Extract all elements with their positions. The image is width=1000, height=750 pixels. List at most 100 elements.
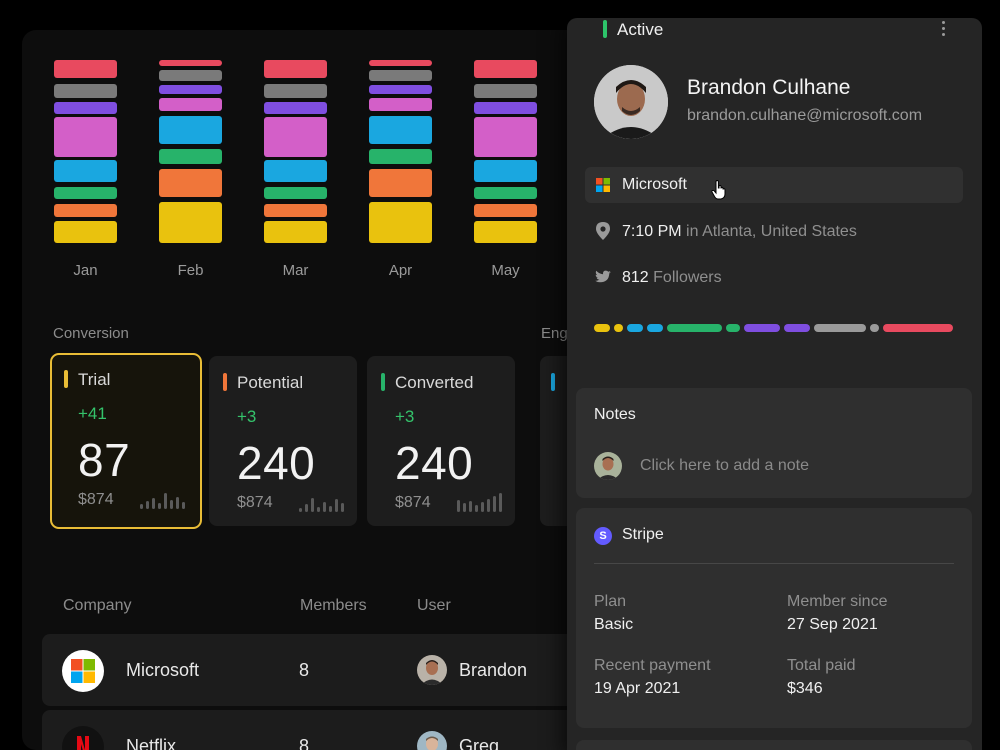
user-avatar — [417, 655, 447, 685]
month-segment — [54, 117, 117, 157]
status-indicator — [603, 20, 607, 38]
card-value: 87 — [78, 434, 131, 486]
company-chip-label: Microsoft — [622, 176, 687, 193]
note-author-avatar — [594, 452, 622, 480]
month-label: May — [491, 262, 520, 279]
company-name: Netflix — [126, 736, 177, 750]
month-segment — [369, 149, 432, 164]
card-value: 240 — [237, 437, 316, 489]
total-paid-value: $346 — [787, 680, 823, 697]
month-segment — [159, 70, 222, 81]
member-since-value: 27 Sep 2021 — [787, 616, 878, 633]
notes-title: Notes — [594, 406, 636, 423]
month-segment — [159, 202, 222, 243]
month-label: Mar — [282, 262, 309, 279]
month-segment — [474, 102, 537, 114]
members-column-header[interactable]: Members — [300, 597, 367, 614]
engagement-color-indicator — [551, 373, 555, 391]
month-label: Jan — [73, 262, 98, 279]
month-segment — [474, 204, 537, 217]
stripe-title: Stripe — [622, 526, 664, 543]
local-time: 7:10 PM — [622, 223, 682, 240]
recent-payment-label: Recent payment — [594, 657, 711, 674]
hand-cursor-icon — [711, 180, 726, 200]
plan-value: Basic — [594, 616, 634, 633]
potential-card[interactable]: Potential +3 240 $874 — [209, 356, 357, 526]
month-label: Apr — [388, 262, 413, 279]
card-amount: $874 — [237, 494, 273, 511]
stripe-section: S Stripe Plan Basic Member since 27 Sep … — [576, 508, 972, 728]
card-amount: $874 — [78, 491, 114, 508]
company-chip[interactable]: Microsoft — [585, 167, 963, 203]
month-segment — [369, 98, 432, 111]
converted-color-indicator — [381, 373, 385, 391]
sparkline-icon — [299, 498, 344, 512]
conversion-section-title: Conversion — [53, 325, 129, 342]
followers-count: 812 — [622, 269, 649, 286]
divider — [594, 563, 954, 564]
month-segment — [264, 60, 327, 78]
month-segment — [369, 70, 432, 81]
month-segment — [54, 102, 117, 114]
table-row[interactable]: Microsoft 8 Brandon — [42, 634, 582, 706]
members-count: 8 — [299, 660, 310, 680]
twitter-icon — [595, 270, 611, 283]
card-value: 240 — [395, 437, 474, 489]
table-row[interactable]: Netflix 8 Greg — [42, 710, 582, 750]
converted-card[interactable]: Converted +3 240 $874 — [367, 356, 515, 526]
month-segment — [369, 85, 432, 94]
month-segment — [474, 117, 537, 157]
month-segment — [54, 187, 117, 199]
month-segment — [54, 60, 117, 78]
member-since-label: Member since — [787, 593, 888, 610]
month-segment — [159, 60, 222, 66]
month-segment — [474, 60, 537, 78]
user-name: Brandon — [459, 660, 528, 680]
month-segment — [159, 98, 222, 111]
company-column-header[interactable]: Company — [63, 597, 132, 614]
card-delta: +3 — [237, 407, 257, 426]
month-segment — [159, 149, 222, 164]
month-segment — [159, 116, 222, 144]
netflix-logo-icon — [62, 726, 104, 750]
engagement-section-title: Eng — [541, 325, 568, 342]
followers-label: Followers — [653, 269, 722, 286]
month-segment — [159, 169, 222, 197]
plan-label: Plan — [594, 593, 627, 610]
stripe-logo-icon: S — [594, 527, 612, 545]
more-options-icon[interactable] — [937, 18, 949, 40]
card-amount: $874 — [395, 494, 431, 511]
month-segment — [369, 202, 432, 243]
user-column-header[interactable]: User — [417, 597, 451, 614]
recent-payment-value: 19 Apr 2021 — [594, 680, 681, 697]
card-label: Trial — [78, 370, 111, 389]
month-segment — [474, 187, 537, 199]
month-segment — [264, 160, 327, 182]
month-segment — [264, 84, 327, 98]
month-segment — [54, 221, 117, 243]
next-section — [576, 740, 972, 750]
month-segment — [54, 204, 117, 217]
activity-timeline — [594, 324, 953, 332]
card-delta: +41 — [78, 404, 107, 423]
trial-card[interactable]: Trial +41 87 $874 — [50, 353, 202, 529]
potential-color-indicator — [223, 373, 227, 391]
add-note-input[interactable]: Click here to add a note — [640, 457, 809, 474]
microsoft-logo-icon — [596, 178, 610, 192]
card-delta: +3 — [395, 407, 415, 426]
month-segment — [264, 102, 327, 114]
user-name: Greg — [459, 736, 500, 750]
month-segment — [54, 84, 117, 98]
month-segment — [474, 160, 537, 182]
month-segment — [474, 221, 537, 243]
month-segment — [264, 187, 327, 199]
total-paid-label: Total paid — [787, 657, 856, 674]
profile-email[interactable]: brandon.culhane@microsoft.com — [687, 107, 923, 124]
month-segment — [264, 204, 327, 217]
card-label: Converted — [395, 373, 474, 392]
month-segment — [159, 85, 222, 94]
company-name: Microsoft — [126, 660, 200, 680]
status-label: Active — [617, 20, 664, 39]
month-segment — [369, 60, 432, 66]
sparkline-icon — [457, 493, 502, 512]
